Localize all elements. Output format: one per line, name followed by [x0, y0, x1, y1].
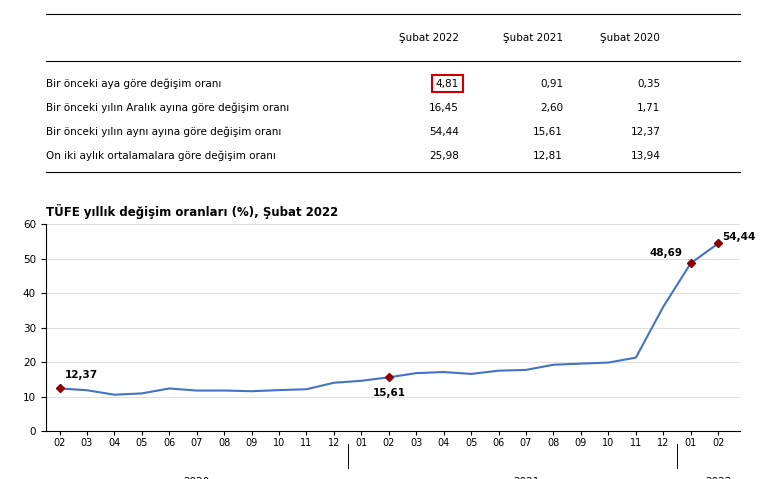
- Text: Bir önceki yılın Aralık ayına göre değişim oranı: Bir önceki yılın Aralık ayına göre değiş…: [46, 103, 289, 113]
- Text: On iki aylık ortalamalara göre değişim oranı: On iki aylık ortalamalara göre değişim o…: [46, 150, 275, 161]
- Text: 2022: 2022: [705, 477, 732, 479]
- Text: 12,37: 12,37: [630, 127, 660, 137]
- Text: Şubat 2021: Şubat 2021: [503, 34, 563, 44]
- Text: Bir önceki aya göre değişim oranı: Bir önceki aya göre değişim oranı: [46, 79, 221, 89]
- Text: 13,94: 13,94: [630, 151, 660, 161]
- Text: Şubat 2022: Şubat 2022: [399, 34, 459, 44]
- Text: 0,91: 0,91: [540, 79, 563, 89]
- Text: 2,60: 2,60: [540, 103, 563, 113]
- Text: 54,44: 54,44: [723, 232, 755, 242]
- Text: 4,81: 4,81: [436, 79, 459, 89]
- Text: 16,45: 16,45: [429, 103, 459, 113]
- Text: 0,35: 0,35: [637, 79, 660, 89]
- Text: 48,69: 48,69: [649, 248, 682, 258]
- Text: TÜFE yıllık değişim oranları (%), Şubat 2022: TÜFE yıllık değişim oranları (%), Şubat …: [46, 204, 338, 219]
- Text: 1,71: 1,71: [637, 103, 660, 113]
- Text: 54,44: 54,44: [429, 127, 459, 137]
- Text: Şubat 2020: Şubat 2020: [600, 34, 660, 44]
- Text: 12,37: 12,37: [65, 370, 98, 380]
- Text: 15,61: 15,61: [372, 388, 405, 399]
- Text: Bir önceki yılın aynı ayına göre değişim oranı: Bir önceki yılın aynı ayına göre değişim…: [46, 126, 281, 137]
- Text: 25,98: 25,98: [429, 151, 459, 161]
- Text: 2021: 2021: [513, 477, 539, 479]
- Text: 15,61: 15,61: [533, 127, 563, 137]
- Text: 2020: 2020: [184, 477, 210, 479]
- Text: 12,81: 12,81: [533, 151, 563, 161]
